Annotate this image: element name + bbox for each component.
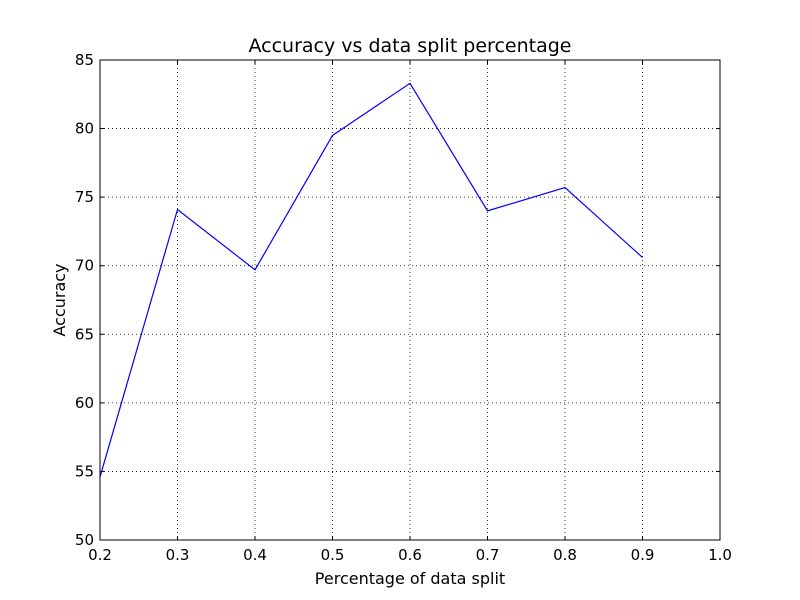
x-tick-labels: 0.2 0.3 0.4 0.5 0.6 0.7 0.8 0.9 1.0 — [88, 546, 732, 564]
x-tick-label: 0.3 — [166, 546, 190, 564]
series-line — [99, 82, 643, 478]
y-tick-label: 70 — [75, 257, 94, 275]
y-axis-label: Accuracy — [50, 263, 69, 336]
ticks — [99, 59, 721, 541]
y-tick-label: 60 — [75, 394, 94, 412]
y-tick-label: 75 — [75, 188, 94, 206]
y-tick-label: 50 — [75, 531, 94, 549]
x-tick-label: 1.0 — [708, 546, 732, 564]
x-tick-label: 0.8 — [553, 546, 577, 564]
x-tick-label: 0.4 — [243, 546, 267, 564]
y-tick-label: 85 — [75, 51, 94, 69]
y-tick-label: 65 — [75, 325, 94, 343]
x-axis-label: Percentage of data split — [315, 569, 505, 588]
x-tick-label: 0.2 — [88, 546, 112, 564]
y-tick-label: 80 — [75, 120, 94, 138]
x-tick-label: 0.5 — [321, 546, 345, 564]
x-tick-label: 0.7 — [476, 546, 500, 564]
x-tick-label: 0.6 — [398, 546, 422, 564]
chart-title: Accuracy vs data split percentage — [249, 35, 572, 57]
y-tick-labels: 50 55 60 65 70 75 80 85 — [75, 51, 94, 549]
x-tick-label: 0.9 — [631, 546, 655, 564]
y-tick-label: 55 — [75, 462, 94, 480]
grid-lines — [100, 60, 720, 540]
